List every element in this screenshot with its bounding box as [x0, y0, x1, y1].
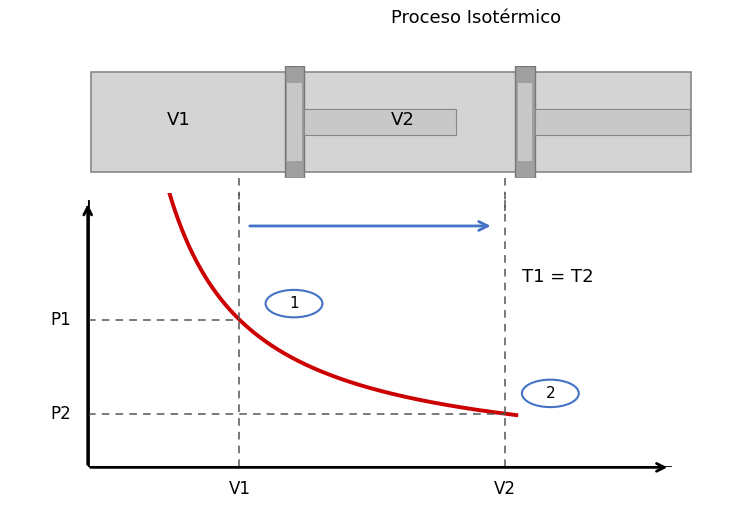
- FancyBboxPatch shape: [535, 109, 689, 135]
- Text: V2: V2: [391, 111, 415, 129]
- Text: 1: 1: [289, 296, 299, 311]
- FancyBboxPatch shape: [304, 109, 456, 135]
- FancyBboxPatch shape: [518, 83, 532, 161]
- Text: 2: 2: [545, 386, 555, 401]
- FancyBboxPatch shape: [285, 66, 304, 178]
- Text: Proceso Isotérmico: Proceso Isotérmico: [391, 9, 561, 27]
- Text: V2: V2: [494, 480, 516, 498]
- FancyBboxPatch shape: [515, 66, 535, 178]
- Text: T1 = T2: T1 = T2: [522, 268, 594, 287]
- FancyBboxPatch shape: [287, 83, 302, 161]
- FancyBboxPatch shape: [91, 72, 692, 172]
- Text: V1: V1: [167, 111, 191, 129]
- Text: P2: P2: [50, 405, 71, 423]
- Text: P1: P1: [50, 311, 71, 329]
- Text: V1: V1: [228, 480, 251, 498]
